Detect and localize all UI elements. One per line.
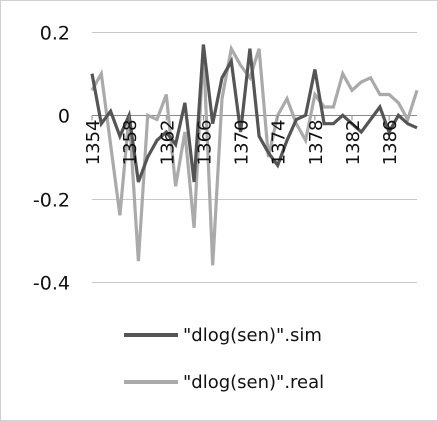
x-tick-label: 1362 <box>157 120 178 166</box>
x-tick-label: 1386 <box>380 120 401 166</box>
x-tick-label: 1382 <box>343 120 364 166</box>
legend-label: "dlog(sen)".sim <box>183 325 322 346</box>
legend: "dlog(sen)".sim "dlog(sen)".real <box>124 325 324 393</box>
y-tick-label: 0.2 <box>40 23 70 45</box>
y-tick-label: -0.4 <box>33 273 70 295</box>
y-axis: 0.2 0 -0.2 -0.4 <box>33 23 70 295</box>
x-axis: 1354 1358 1362 1366 1370 1374 1378 1382 1386 <box>83 115 401 166</box>
x-tick-label: 1370 <box>232 120 253 166</box>
legend-label: "dlog(sen)".real <box>183 372 324 393</box>
x-tick-label: 1366 <box>194 120 215 166</box>
gridlines <box>92 32 417 283</box>
x-tick-label: 1378 <box>306 120 327 166</box>
series-line <box>90 44 419 266</box>
y-tick-label: -0.2 <box>33 190 70 212</box>
x-tick-label: 1358 <box>120 120 141 166</box>
series-line <box>90 44 418 183</box>
series-group <box>90 44 419 266</box>
x-tick-label: 1354 <box>83 120 104 166</box>
x-tick-label: 1374 <box>269 120 290 166</box>
y-tick-label: 0 <box>58 106 70 128</box>
